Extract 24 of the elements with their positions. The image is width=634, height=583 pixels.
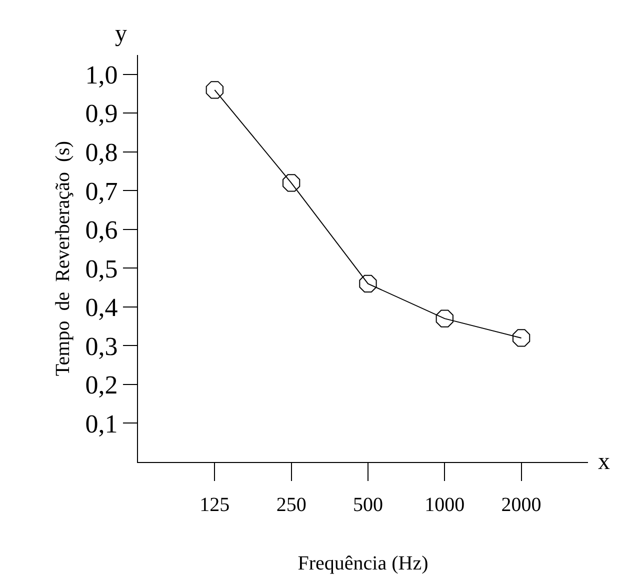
x-tick-label: 2000 bbox=[501, 494, 542, 516]
y-tick-label: 0,8 bbox=[85, 138, 118, 167]
y-tick-label: 0,3 bbox=[85, 332, 118, 361]
y-tick-label: 0,6 bbox=[85, 216, 118, 245]
point bbox=[206, 81, 224, 99]
point bbox=[359, 274, 377, 293]
x-tick-label: 250 bbox=[276, 494, 306, 516]
y-axis-title: Tempo de Reverberação (s) bbox=[52, 140, 74, 376]
point bbox=[282, 174, 300, 192]
y-tick-label: 0,9 bbox=[85, 99, 118, 128]
x-tick-label: 1000 bbox=[424, 494, 465, 516]
y-tick-label: 0,5 bbox=[85, 254, 118, 284]
y-tick-label: 0,2 bbox=[85, 370, 118, 400]
text: y bbox=[115, 21, 127, 47]
y-tick-label: 0,7 bbox=[85, 176, 118, 206]
text: x bbox=[598, 449, 610, 475]
point bbox=[436, 310, 454, 328]
x-axis-title: Frequência (Hz) bbox=[298, 552, 428, 574]
x-tick-label: 500 bbox=[352, 494, 383, 516]
y-tick-label: 0,1 bbox=[85, 409, 118, 438]
y-tick-label: 0,4 bbox=[85, 293, 118, 322]
x-tick-label: 125 bbox=[200, 494, 230, 516]
y-tick-label: 1,0 bbox=[85, 60, 118, 90]
point bbox=[512, 329, 530, 347]
